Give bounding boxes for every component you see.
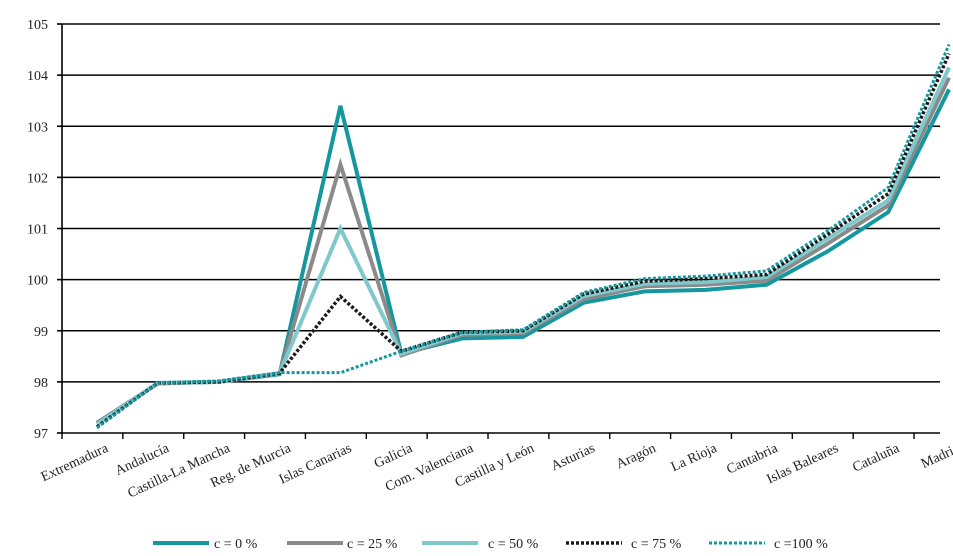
x-tick-label: Cataluña — [850, 441, 902, 476]
y-tick-label: 101 — [27, 223, 48, 238]
series-line — [97, 44, 949, 427]
x-tick-label: Asturias — [549, 441, 598, 474]
legend-label: c = 0 % — [214, 537, 258, 551]
y-tick-label: 105 — [27, 18, 48, 33]
legend-label: c = 75 % — [631, 537, 682, 551]
gridlines — [62, 24, 940, 433]
series-line — [97, 54, 949, 427]
x-tick-label: Galicia — [372, 441, 416, 472]
legend: c = 0 % c = 25 % c = 50 % c = 75 % c =100 % — [153, 537, 828, 551]
y-tick-label: 103 — [27, 120, 48, 135]
y-axis: 97 98 99 100 101 102 103 104 105 — [27, 18, 62, 442]
legend-label: c = 25 % — [347, 537, 398, 551]
y-tick-label: 97 — [34, 427, 48, 442]
y-tick-label: 99 — [34, 325, 48, 340]
y-tick-label: 104 — [27, 69, 48, 84]
x-tick-label: Madrid — [919, 441, 953, 472]
legend-label: c = 50 % — [488, 537, 539, 551]
series-line — [97, 78, 949, 423]
y-tick-label: 98 — [34, 376, 48, 391]
y-tick-label: 102 — [27, 171, 48, 186]
y-tick-label: 100 — [27, 274, 48, 289]
x-tick-label: La Rioja — [669, 441, 720, 475]
legend-label: c =100 % — [774, 537, 828, 551]
series-lines — [97, 44, 949, 427]
x-tick-label: Aragón — [614, 441, 658, 472]
x-tick-label: Castilla-La Mancha — [126, 441, 233, 502]
x-tick-label: Extremadura — [39, 441, 112, 485]
series-line — [97, 89, 949, 422]
